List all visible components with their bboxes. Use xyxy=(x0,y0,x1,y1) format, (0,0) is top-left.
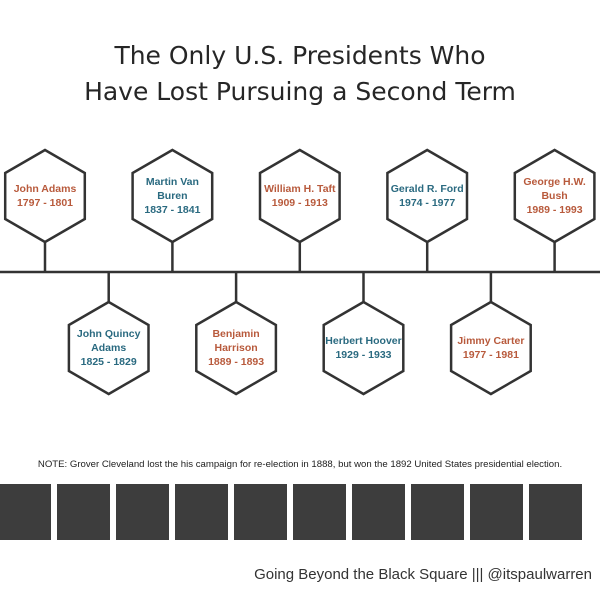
president-name: Martin Van xyxy=(145,176,199,188)
president-term-years: 1797 - 1801 xyxy=(16,197,74,209)
president-hexagon xyxy=(449,300,532,396)
footer-credit: Going Beyond the Black Square ||| @itspa… xyxy=(254,566,592,583)
president-term-years: 1889 - 1893 xyxy=(208,356,265,368)
president-term-years: 1837 - 1841 xyxy=(144,204,201,216)
president-name: Benjamin xyxy=(212,328,260,340)
film-strip-banner xyxy=(0,484,600,540)
film-frame xyxy=(57,484,110,540)
president-label: Jimmy Carter 1977 - 1981 xyxy=(441,334,541,362)
president-name: Bush xyxy=(541,190,568,202)
film-frame xyxy=(0,484,51,540)
president-hexagon xyxy=(67,300,150,396)
footnote: NOTE: Grover Cleveland lost the his camp… xyxy=(37,459,563,470)
president-name: Herbert Hoover xyxy=(325,335,402,347)
president-hexagon xyxy=(258,148,341,244)
president-name: George H.W. xyxy=(523,176,586,188)
president-term-years: 1909 - 1913 xyxy=(271,197,328,209)
president-term-years: 1974 - 1977 xyxy=(399,197,456,209)
president-label: Martin Van Buren 1837 - 1841 xyxy=(122,175,222,217)
president-label: Gerald R. Ford 1974 - 1977 xyxy=(377,182,477,210)
president-term-years: 1929 - 1933 xyxy=(335,349,392,361)
president-hexagon xyxy=(3,148,87,244)
president-label: John Quincy Adams 1825 - 1829 xyxy=(59,327,159,369)
film-frame xyxy=(470,484,523,540)
film-frame xyxy=(411,484,464,540)
president-label: Benjamin Harrison 1889 - 1893 xyxy=(186,327,286,369)
president-term-years: 1977 - 1981 xyxy=(462,349,519,361)
president-label: John Adams 1797 - 1801 xyxy=(0,182,95,210)
president-hexagon xyxy=(322,300,405,396)
president-hexagon xyxy=(195,300,278,396)
president-name: Harrison xyxy=(214,342,258,354)
president-name: William H. Taft xyxy=(264,183,336,195)
president-name: Buren xyxy=(157,190,188,202)
president-hexagon xyxy=(386,148,469,244)
timeline-diagram xyxy=(0,148,600,396)
title-line-1: The Only U.S. Presidents Who xyxy=(114,41,486,70)
president-label: George H.W. Bush 1989 - 1993 xyxy=(505,175,600,217)
president-name: Adams xyxy=(91,342,127,354)
president-hexagon xyxy=(513,148,596,244)
president-name: Jimmy Carter xyxy=(457,335,525,347)
president-name: Gerald R. Ford xyxy=(390,183,464,195)
film-frame xyxy=(116,484,169,540)
film-frame xyxy=(234,484,287,540)
title-line-2: Have Lost Pursuing a Second Term xyxy=(84,77,516,106)
president-term-years: 1989 - 1993 xyxy=(526,204,583,216)
film-frame xyxy=(352,484,405,540)
film-frame xyxy=(175,484,228,540)
film-frame xyxy=(293,484,346,540)
president-name: John Adams xyxy=(13,183,77,195)
president-hexagon xyxy=(131,148,214,244)
page-title: The Only U.S. Presidents Who Have Lost P… xyxy=(0,38,600,110)
president-label: William H. Taft 1909 - 1913 xyxy=(250,182,350,210)
film-frame xyxy=(529,484,582,540)
president-label: Herbert Hoover 1929 - 1933 xyxy=(314,334,414,362)
president-name: John Quincy xyxy=(76,328,141,340)
president-term-years: 1825 - 1829 xyxy=(80,356,137,368)
